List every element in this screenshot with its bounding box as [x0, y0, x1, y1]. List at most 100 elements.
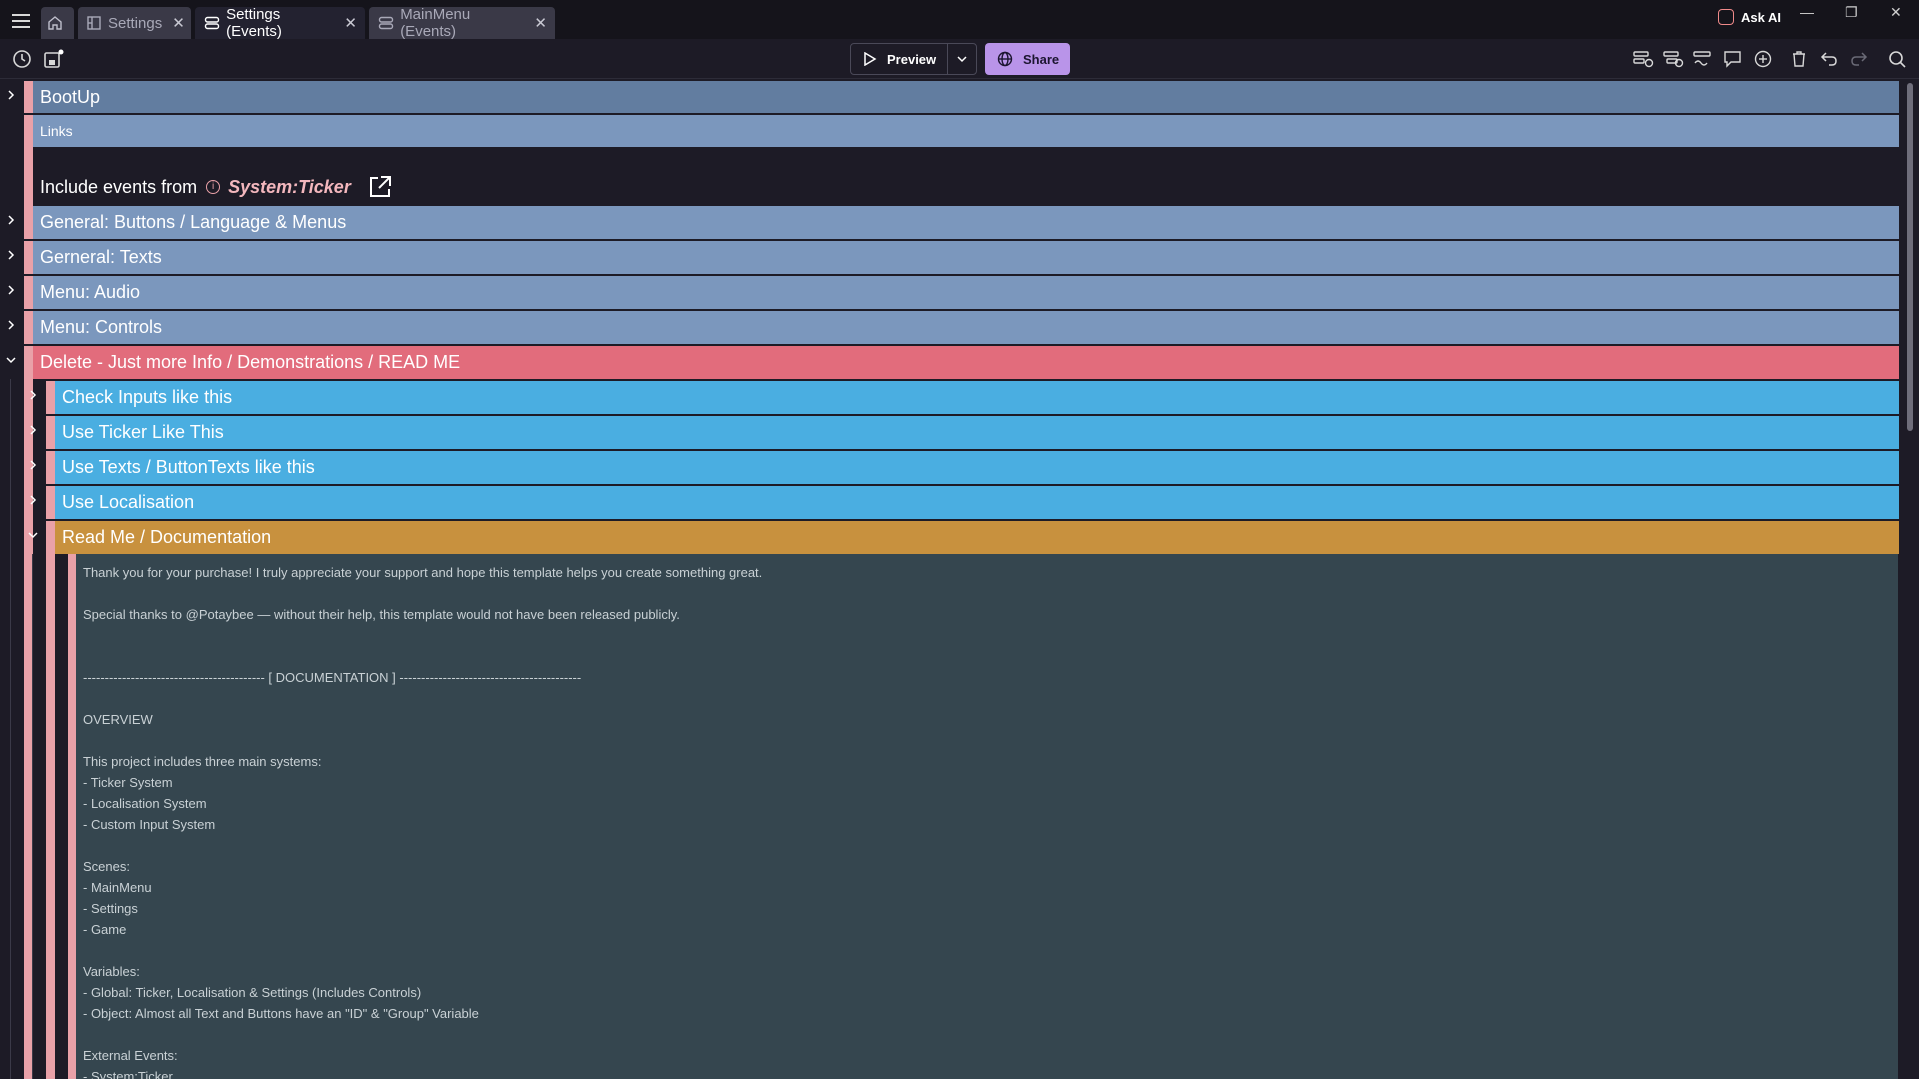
- group-check-inputs[interactable]: Check Inputs like this: [55, 381, 1899, 414]
- tab-settings-events[interactable]: Settings (Events) ✕: [195, 6, 365, 40]
- delete-icon[interactable]: [1788, 48, 1810, 70]
- group-accent: [24, 115, 33, 225]
- comment-line: - System:Ticker: [83, 1069, 173, 1079]
- group-accent: [46, 381, 55, 414]
- comment-line: - Custom Input System: [83, 817, 216, 832]
- chevron-right-icon[interactable]: [27, 424, 39, 436]
- add-else-icon[interactable]: [1692, 48, 1714, 70]
- group-accent: [24, 241, 33, 274]
- group-accent: [24, 311, 33, 344]
- search-icon[interactable]: [1886, 48, 1908, 70]
- comment-line: [83, 730, 1898, 751]
- undo-icon[interactable]: [1818, 48, 1840, 70]
- chevron-down-icon[interactable]: [5, 354, 17, 366]
- add-sub-event-icon[interactable]: [1662, 48, 1684, 70]
- vertical-scrollbar[interactable]: [1907, 83, 1913, 431]
- chevron-down-icon[interactable]: [27, 529, 39, 541]
- group-links[interactable]: Links: [33, 115, 1899, 147]
- group-menu-audio[interactable]: Menu: Audio: [33, 276, 1899, 309]
- chevron-right-icon[interactable]: [5, 214, 17, 226]
- toolbar: Preview Share: [0, 39, 1919, 79]
- comment-line: [83, 835, 1898, 856]
- comment-line: [83, 646, 1898, 667]
- chevron-right-icon[interactable]: [5, 284, 17, 296]
- comment-line: [83, 583, 1898, 604]
- scene-icon: [86, 14, 102, 32]
- chevron-right-icon[interactable]: [5, 249, 17, 261]
- group-use-localisation[interactable]: Use Localisation: [55, 486, 1899, 519]
- tab-home[interactable]: [41, 7, 74, 39]
- group-menu-controls[interactable]: Menu: Controls: [33, 311, 1899, 344]
- group-title: Delete - Just more Info / Demonstrations…: [40, 352, 461, 372]
- close-window-icon[interactable]: ✕: [1890, 4, 1902, 20]
- group-title: Gerneral: Texts: [40, 247, 162, 267]
- chevron-right-icon[interactable]: [5, 319, 17, 331]
- add-comment-icon[interactable]: [1722, 48, 1744, 70]
- comment-line: - MainMenu: [83, 880, 152, 895]
- ask-ai-label: Ask AI: [1741, 9, 1781, 25]
- hamburger-menu-icon[interactable]: [10, 10, 32, 30]
- group-title: Links: [40, 123, 73, 139]
- group-general-texts[interactable]: Gerneral: Texts: [33, 241, 1899, 274]
- group-delete-info[interactable]: Delete - Just more Info / Demonstrations…: [33, 346, 1899, 379]
- external-link-icon[interactable]: [367, 174, 393, 200]
- chevron-right-icon[interactable]: [27, 459, 39, 471]
- tab-settings[interactable]: Settings ✕: [78, 7, 191, 39]
- group-title: Use Texts / ButtonTexts like this: [62, 457, 315, 477]
- chevron-right-icon[interactable]: [27, 494, 39, 506]
- group-accent: [24, 81, 33, 113]
- redo-icon[interactable]: [1848, 48, 1870, 70]
- group-title: Use Localisation: [62, 492, 195, 512]
- comment-line: This project includes three main systems…: [83, 754, 322, 769]
- comment-line: Special thanks to @Potaybee — without th…: [83, 607, 680, 622]
- add-event-icon[interactable]: [1632, 48, 1654, 70]
- chevron-right-icon[interactable]: [5, 89, 17, 101]
- tab-mainmenu-events[interactable]: MainMenu (Events) ✕: [369, 6, 555, 40]
- close-icon[interactable]: ✕: [172, 15, 185, 32]
- info-icon: i: [206, 180, 221, 194]
- group-title: General: Buttons / Language & Menus: [40, 212, 347, 232]
- comment-line: - Settings: [83, 901, 138, 916]
- comment-accent: [68, 554, 76, 1079]
- documentation-comment[interactable]: Thank you for your purchase! I truly app…: [76, 554, 1898, 1079]
- group-title: Use Ticker Like This: [62, 422, 224, 442]
- comment-line: - Global: Ticker, Localisation & Setting…: [83, 985, 422, 1000]
- comment-line: [83, 940, 1898, 961]
- group-accent: [46, 486, 55, 519]
- preview-button[interactable]: Preview: [851, 44, 947, 74]
- share-button[interactable]: Share: [985, 43, 1070, 75]
- ai-icon: [1718, 9, 1734, 25]
- group-title: Check Inputs like this: [62, 387, 233, 407]
- group-title: Menu: Audio: [40, 282, 141, 302]
- group-general-buttons[interactable]: General: Buttons / Language & Menus: [33, 206, 1899, 239]
- comment-line: - Object: Almost all Text and Buttons ha…: [83, 1006, 479, 1021]
- preview-dropdown[interactable]: [946, 44, 976, 74]
- comment-line: External Events:: [83, 1048, 178, 1063]
- group-accent: [24, 276, 33, 309]
- add-more-icon[interactable]: [1752, 48, 1774, 70]
- events-sheet: BootUp Links Include events from i Syste…: [0, 79, 1919, 1079]
- group-bootup[interactable]: BootUp: [33, 81, 1899, 113]
- comment-line: - Game: [83, 922, 127, 937]
- group-accent: [24, 346, 33, 1079]
- group-use-texts[interactable]: Use Texts / ButtonTexts like this: [55, 451, 1899, 484]
- comment-line: [83, 688, 1898, 709]
- comment-line: [83, 625, 1898, 646]
- close-icon[interactable]: ✕: [344, 15, 357, 32]
- close-icon[interactable]: ✕: [534, 15, 547, 32]
- share-label: Share: [1023, 51, 1060, 67]
- minimize-icon[interactable]: —: [1800, 4, 1814, 20]
- group-use-ticker[interactable]: Use Ticker Like This: [55, 416, 1899, 449]
- comment-line: [83, 1024, 1898, 1045]
- ask-ai-button[interactable]: Ask AI: [1718, 9, 1781, 25]
- preview-label: Preview: [887, 51, 937, 67]
- title-bar: Settings ✕ Settings (Events) ✕ MainMenu …: [0, 0, 1919, 40]
- maximize-icon[interactable]: ❐: [1845, 4, 1858, 20]
- history-icon[interactable]: [11, 48, 33, 70]
- tree-line: [10, 379, 11, 1079]
- save-icon[interactable]: [42, 48, 64, 70]
- include-target[interactable]: System:Ticker: [228, 176, 351, 197]
- home-icon: [46, 14, 64, 32]
- chevron-right-icon[interactable]: [27, 389, 39, 401]
- group-readme[interactable]: Read Me / Documentation: [55, 521, 1899, 554]
